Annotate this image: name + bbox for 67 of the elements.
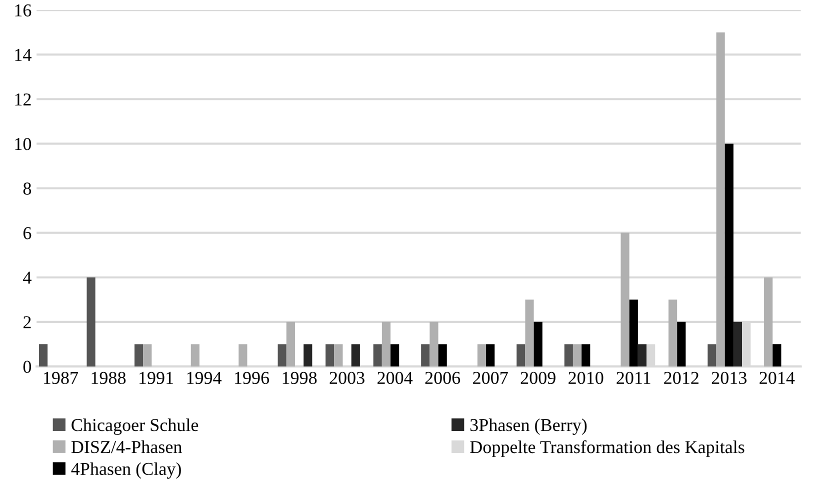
bar [438,344,447,366]
bar [286,322,295,366]
x-tick-label: 2012 [664,372,698,384]
bar [516,344,526,366]
y-tick-label: 2 [23,316,31,328]
x-tick-label: 2014 [760,372,795,384]
bar [772,344,782,366]
x-tick-label: 1988 [92,372,126,384]
bar [304,344,312,366]
x-tick-label: 1991 [140,372,173,384]
bar [430,322,438,366]
x-tick-label: 1994 [187,372,222,384]
x-tick-label: 1996 [235,372,270,384]
legend-label: Chicagoer Schule [72,418,198,435]
bar [351,344,360,366]
bar [764,277,773,366]
bar [477,344,486,366]
bar [572,344,582,366]
bar [733,322,742,366]
bar [724,144,734,366]
bar [278,344,286,366]
y-tick-label: 16 [15,4,32,16]
legend-label: Doppelte Transformation des Kapitals [470,440,744,457]
x-tick-label: 2007 [473,372,508,384]
bar [629,300,638,366]
bar [390,344,400,366]
bar [534,322,542,366]
bar [525,300,534,366]
bar [620,232,630,366]
bar [86,277,96,366]
legend-label: 4Phasen (Clay) [71,462,181,479]
bar [190,344,200,366]
legend-label: DISZ/4-Phasen [71,440,182,454]
bar [373,344,382,366]
bar [564,344,573,366]
bar [677,322,686,366]
x-tick-label: 2010 [568,372,604,384]
y-tick-label: 10 [15,138,32,150]
y-tick-label: 0 [23,360,32,373]
y-tick-label: 14 [15,48,32,61]
bar [134,344,144,366]
x-tick-label: 1998 [282,372,317,384]
bar [382,322,391,366]
y-tick-label: 12 [15,93,31,106]
bar [38,344,48,366]
y-tick-label: 6 [23,227,32,240]
bar [238,344,248,366]
bar [334,344,343,366]
x-tick-label: 2006 [425,372,460,384]
bar [421,344,430,366]
bar [708,344,716,366]
bar [582,344,590,366]
x-tick-label: 2011 [616,372,650,384]
bar [716,32,725,366]
x-tick-label: 2004 [378,372,413,384]
bar [326,344,334,366]
x-tick-label: 1987 [44,372,78,384]
bar [143,344,152,366]
y-tick-label: 8 [23,182,32,195]
bar [486,344,495,366]
bar [668,300,678,366]
bar [638,344,647,366]
x-tick-label: 2013 [712,372,747,384]
x-tick-label: 2003 [330,372,364,384]
y-tick-label: 4 [23,272,32,284]
legend-label: 3Phasen (Berry) [470,418,587,435]
x-tick-label: 2009 [520,372,556,384]
